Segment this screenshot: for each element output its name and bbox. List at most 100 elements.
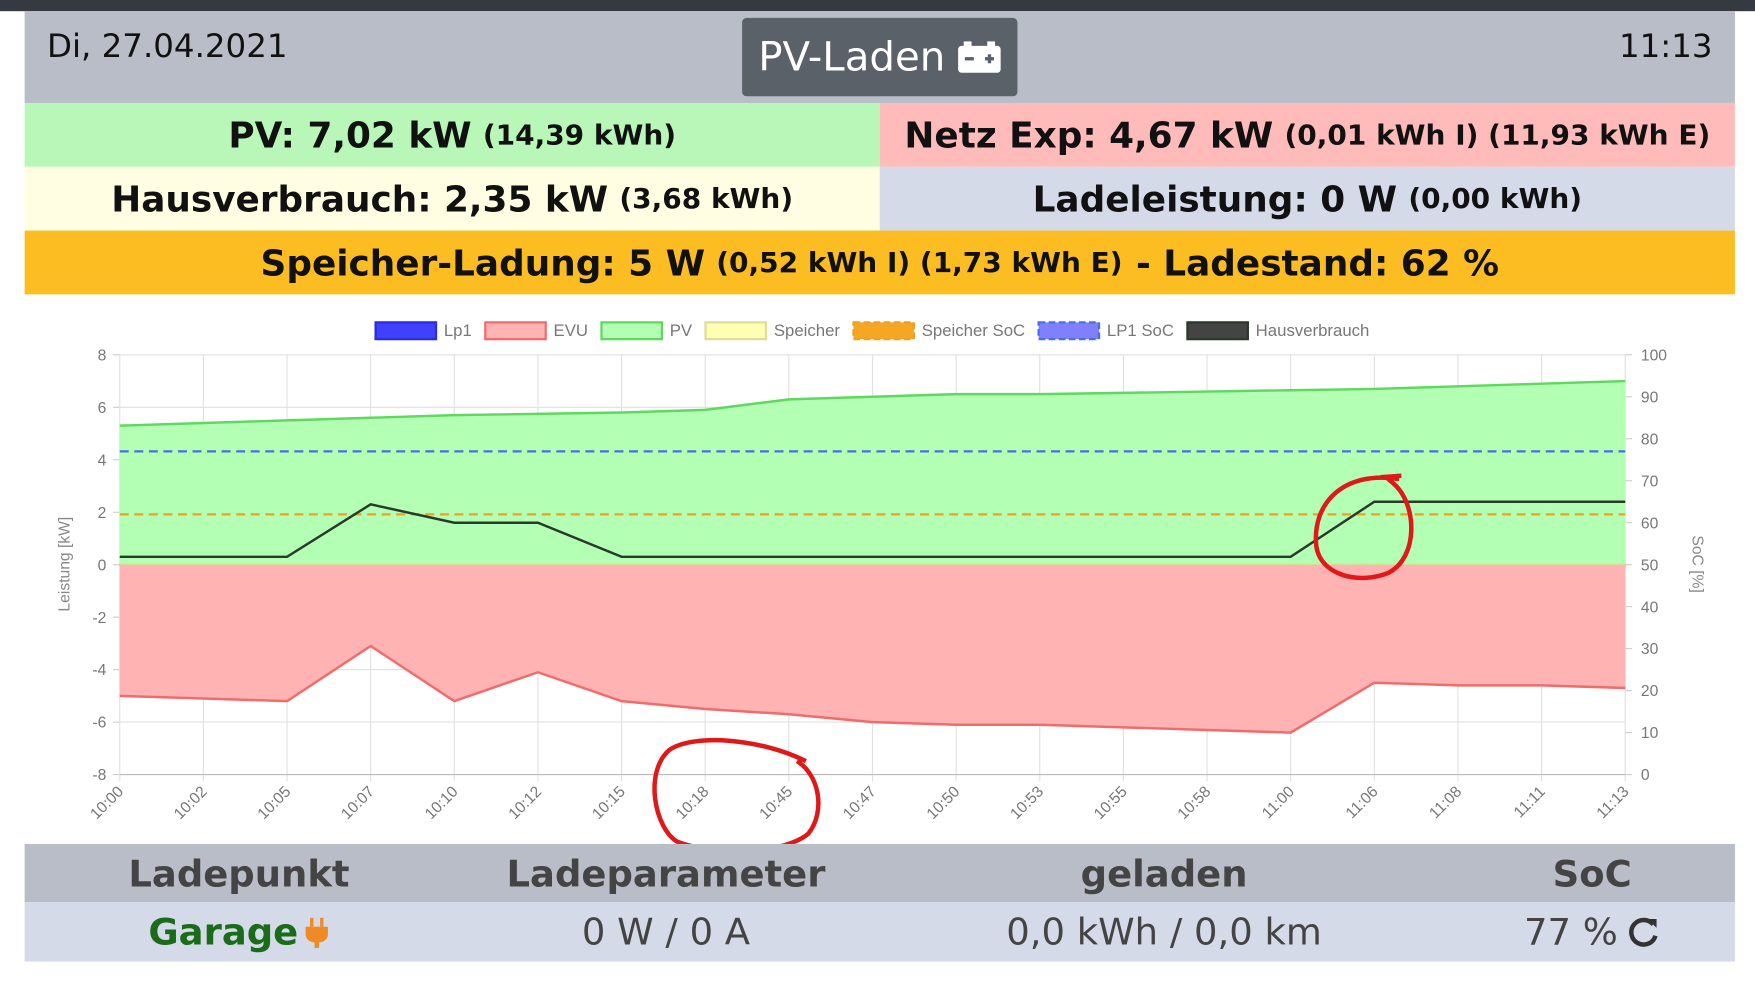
x-tick-label: 10:12 <box>506 783 546 823</box>
legend-swatch <box>484 321 547 341</box>
y-tick-label: 8 <box>98 347 107 364</box>
house-row: Hausverbrauch: 2,35 kW (3,68 kWh) <box>24 166 880 231</box>
chart: Leistung [kW] SoC [%] -8-6-4-20246801020… <box>56 321 1705 823</box>
header-cell: SoC <box>1552 851 1632 895</box>
x-tick-label: 10:05 <box>255 783 295 823</box>
y-tick-label: 2 <box>98 505 107 522</box>
pv-value: PV: 7,02 kW <box>228 113 472 157</box>
legend-swatch <box>600 321 664 341</box>
storage-value: Speicher-Ladung: 5 W <box>260 241 706 284</box>
y2-tick-label: 30 <box>1641 641 1659 658</box>
x-tick-label: 11:13 <box>1594 783 1633 822</box>
line <box>119 379 1626 427</box>
mode-label: PV-Laden <box>758 34 946 81</box>
y2-tick-label: 20 <box>1641 683 1659 700</box>
x-tick-label: 10:58 <box>1175 783 1215 823</box>
legend-swatch <box>1186 321 1249 341</box>
area <box>119 564 1626 733</box>
x-tick-label: 11:11 <box>1511 783 1549 821</box>
x-tick-label: 11:08 <box>1426 783 1465 822</box>
y2-tick-label: 70 <box>1641 473 1659 490</box>
table-cell: 0,0 kWh / 0,0 km <box>1006 909 1322 954</box>
y2-tick-label: 50 <box>1641 557 1659 574</box>
y-tick-label: -8 <box>92 767 106 784</box>
battery-icon <box>957 41 1001 73</box>
x-tick-label: 10:45 <box>756 783 796 823</box>
charge-detail: (0,00 kWh) <box>1408 182 1583 215</box>
pv-row: PV: 7,02 kW (14,39 kWh) <box>24 102 880 167</box>
header-cell: Ladepunkt <box>128 851 350 895</box>
legend-swatch <box>852 321 916 341</box>
x-tick-label: 10:50 <box>924 783 964 823</box>
legend-swatch <box>704 321 768 341</box>
y-tick-label: 0 <box>98 557 107 574</box>
x-tick-label: 10:15 <box>589 783 629 823</box>
y2-tick-label: 0 <box>1641 767 1650 784</box>
y2-tick-label: 60 <box>1641 515 1659 532</box>
storage-detail: (0,52 kWh I) (1,73 kWh E) <box>716 246 1123 279</box>
x-tick-label: 10:02 <box>171 783 211 823</box>
y-tick-label: 4 <box>98 452 107 469</box>
x-tick-label: 11:06 <box>1343 783 1382 822</box>
refresh-icon[interactable] <box>1627 915 1661 949</box>
x-tick-label: 10:47 <box>840 783 880 823</box>
grid-value: Netz Exp: 4,67 kW <box>904 113 1274 157</box>
legend-label: Hausverbrauch <box>1256 321 1370 340</box>
top-bar <box>0 0 1755 12</box>
legend-label: Speicher SoC <box>922 321 1025 340</box>
header-cell: Ladeparameter <box>506 851 826 895</box>
y-tick-label: -2 <box>92 610 106 627</box>
house-detail: (3,68 kWh) <box>619 182 794 215</box>
line <box>119 644 1626 734</box>
x-tick-label: 10:53 <box>1007 783 1047 823</box>
table-header: Ladepunkt Ladeparameter geladen SoC <box>24 843 1735 903</box>
y-tick-label: 6 <box>98 400 107 417</box>
grid-detail: (0,01 kWh I) (11,93 kWh E) <box>1284 118 1711 152</box>
x-tick-label: 10:00 <box>87 783 127 823</box>
legend-label: LP1 SoC <box>1107 321 1174 340</box>
chargepoint-name[interactable]: Garage <box>25 902 454 961</box>
grid-row: Netz Exp: 4,67 kW (0,01 kWh I) (11,93 kWh… <box>879 102 1735 167</box>
x-tick-label: 10:55 <box>1091 783 1131 823</box>
table-row: Garage 0 W / 0 A 0,0 kWh / 0,0 km 77 % <box>24 902 1735 962</box>
x-tick-label: 10:10 <box>422 783 462 823</box>
x-tick-label: 10:07 <box>338 783 378 823</box>
legend: Lp1 EVU PV Speicher Speicher SoC LP1 SoC Hausv… <box>374 321 1370 341</box>
pv-detail: (14,39 kWh) <box>482 118 677 152</box>
storage-soc: - Ladestand: 62 % <box>1135 241 1499 284</box>
legend-swatch <box>374 321 438 341</box>
legend-swatch <box>1037 321 1101 341</box>
x-tick-label: 11:00 <box>1259 783 1298 822</box>
plug-icon <box>306 917 329 948</box>
chargepoint-label: Garage <box>148 909 299 954</box>
date: Di, 27.04.2021 <box>47 26 288 65</box>
house-value: Hausverbrauch: 2,35 kW <box>111 177 609 220</box>
charge-row: Ladeleistung: 0 W (0,00 kWh) <box>879 166 1735 231</box>
soc-value: 77 % <box>1524 909 1618 954</box>
legend-label: Speicher <box>774 321 841 340</box>
mode-button[interactable]: PV-Laden <box>742 17 1018 97</box>
y2-axis-label: SoC [%] <box>1688 535 1705 592</box>
y2-tick-label: 80 <box>1641 431 1659 448</box>
x-tick-label: 10:18 <box>673 783 713 823</box>
area <box>119 381 1626 565</box>
header: Di, 27.04.2021 PV-Laden 11:13 <box>24 11 1735 103</box>
legend-label: EVU <box>554 321 588 340</box>
y2-tick-label: 90 <box>1641 389 1659 406</box>
y-axis-label: Leistung [kW] <box>56 517 73 612</box>
legend-label: PV <box>670 321 693 340</box>
charge-value: Ladeleistung: 0 W <box>1032 177 1398 220</box>
table-cell: 0 W / 0 A <box>581 909 751 954</box>
y2-tick-label: 10 <box>1641 725 1659 742</box>
legend-label: Lp1 <box>444 321 472 340</box>
y2-tick-label: 100 <box>1641 347 1667 364</box>
soc-cell: 77 % <box>1449 902 1734 961</box>
y-tick-label: -6 <box>92 715 106 732</box>
time: 11:13 <box>1618 26 1713 65</box>
y-tick-label: -4 <box>92 662 106 679</box>
header-cell: geladen <box>1080 851 1248 895</box>
y2-tick-label: 40 <box>1641 599 1659 616</box>
storage-row: Speicher-Ladung: 5 W (0,52 kWh I) (1,73 k… <box>24 230 1735 295</box>
